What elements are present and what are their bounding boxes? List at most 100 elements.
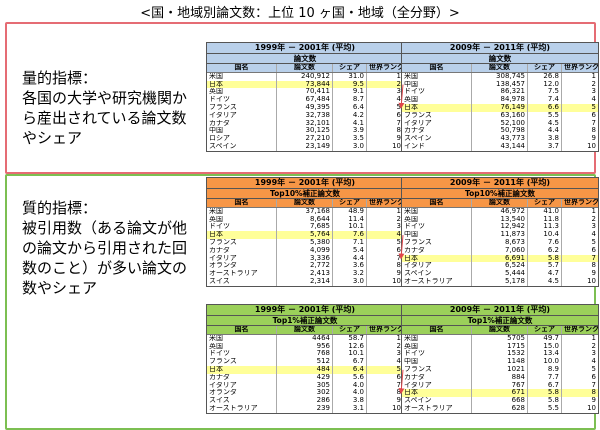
table-cell: 7 [591, 119, 596, 127]
table-cell: フランス [207, 103, 277, 112]
table-cell: 956 [277, 342, 333, 351]
table-cell: 8 [396, 127, 401, 135]
table-top10-2009: 2009年 － 2011年 (平均) Top10%補正論文数 国名 論文数 シェア 世界ラ… [401, 177, 599, 287]
table-cell: 7.7 [528, 373, 562, 382]
table-cell: 4.0 [333, 381, 367, 390]
table-cell: 668 [472, 397, 528, 405]
column-header: 論文数 [472, 64, 528, 72]
table-cell: 1 [591, 72, 596, 80]
table-cell: 3 [396, 350, 401, 358]
table-cell: 6.4 [333, 365, 367, 374]
table-row: イタリア 32,738 4.2 6 [207, 111, 403, 120]
table-cell: カナダ [402, 127, 472, 136]
column-header: 論文数 [472, 199, 528, 207]
column-header: 世界ランク [369, 64, 403, 71]
table-cell: 12.6 [333, 342, 367, 351]
table-cell: ドイツ [402, 223, 472, 232]
table-cell: 米国 [402, 72, 472, 81]
table-cell: 3.9 [333, 127, 367, 136]
column-header: シェア [333, 199, 367, 207]
table-period: 2009年 － 2011年 (平均) [402, 305, 598, 316]
quantitative-label-body: 各国の大学や研究機関から産出されている論文数やシェア [22, 89, 188, 147]
table-cell: 3 [591, 350, 596, 358]
table-cell: 7.6 [528, 238, 562, 247]
table-cell: 1148 [472, 358, 528, 366]
table-row: スイス 2,314 3.0 10 [207, 277, 403, 286]
table-row: イタリア 305 4.0 7 [207, 381, 403, 390]
table-cell: イタリア [207, 381, 277, 390]
table-cell: 6 [591, 111, 596, 119]
table-cell: 5 [591, 103, 596, 111]
table-cell: 628 [472, 404, 528, 413]
column-header: シェア [333, 326, 367, 334]
table-row: 米国 308,745 26.8 1 [402, 72, 598, 81]
table-cell: 43,773 [472, 135, 528, 143]
table-row: フランス 8,673 7.6 5 [402, 238, 598, 247]
table-row: 中国 30,125 3.9 8 [207, 127, 403, 136]
table-cell: 4 [396, 358, 401, 366]
table-cell: 2 [396, 215, 401, 223]
table-cell: 41.0 [528, 207, 562, 216]
table-cell: 4464 [277, 334, 333, 343]
table-cell: 5.7 [528, 262, 562, 271]
table-cell: フランス [207, 358, 277, 366]
table-cell: 43,144 [472, 142, 528, 151]
table-cell: 884 [472, 373, 528, 382]
table-cell: 日本 [207, 231, 277, 239]
table-metric: Top10%補正論文数 [207, 189, 403, 199]
table-cell: ドイツ [402, 88, 472, 97]
table-cell: 3.8 [528, 135, 562, 143]
table-cell: 6 [591, 246, 596, 254]
table-cell: 6.4 [333, 103, 367, 112]
table-cell: 52,100 [472, 119, 528, 128]
table-cell: イタリア [402, 262, 472, 271]
table-cell: 11.4 [333, 215, 367, 224]
table-cell: イタリア [402, 381, 472, 390]
table-cell: 484 [277, 365, 333, 374]
table-cell: 3.8 [333, 397, 367, 405]
table-row: ドイツ 67,484 8.7 4 [207, 96, 403, 104]
table-cell: 日本 [207, 80, 277, 89]
table-cell: 2,413 [277, 270, 333, 278]
table-row: インド 43,144 3.7 10 [402, 142, 598, 151]
table-period: 2009年 － 2011年 (平均) [402, 43, 598, 54]
table-cell: 305 [277, 381, 333, 390]
table-cell: イタリア [207, 254, 277, 263]
table-cell: 4.4 [528, 127, 562, 136]
table-cell: 3 [591, 223, 596, 231]
table-cell: 67,484 [277, 96, 333, 104]
table-cell: 10 [392, 142, 401, 150]
table-cell: フランス [402, 365, 472, 374]
table-row: オーストラリア 2,413 3.2 9 [207, 270, 403, 278]
table-cell: 23,149 [277, 142, 333, 151]
table-cell: 26.8 [528, 72, 562, 81]
table-cell: カナダ [207, 246, 277, 255]
table-cell: 3.1 [333, 404, 367, 413]
column-header: 論文数 [277, 64, 333, 72]
column-header: シェア [528, 326, 562, 334]
table-cell: 30,125 [277, 127, 333, 136]
table-cell: 4 [396, 231, 401, 239]
table-cell: スペイン [207, 142, 277, 151]
table-cell: 3.0 [333, 142, 367, 151]
table-cell: 9 [591, 270, 596, 278]
table-row: オーストラリア 239 3.1 10 [207, 404, 403, 413]
table-cell: 308,745 [472, 72, 528, 81]
table-cell: 138,457 [472, 80, 528, 89]
table-cell: 58.7 [333, 334, 367, 343]
table-cell: 512 [277, 358, 333, 366]
table-cell: 4.2 [333, 111, 367, 120]
table-header: 国名 論文数 シェア 世界ランク [402, 64, 598, 73]
qualitative-label: 質的指標： 被引用数（ある論文が他の論文から引用された回数のこと）が多い論文の数… [22, 198, 200, 298]
table-cell: 10.4 [528, 231, 562, 239]
table-cell: 8.7 [333, 96, 367, 104]
table-cell: 英国 [402, 342, 472, 351]
column-header: 論文数 [277, 326, 333, 334]
table-row: ドイツ 1532 13.4 3 [402, 350, 598, 359]
table-cell: 37,168 [277, 207, 333, 216]
table-cell: 米国 [207, 207, 277, 216]
column-header: 国名 [207, 326, 277, 334]
table-row-highlight: 日本 6,691 5.8 7 [402, 254, 598, 263]
table-header: 国名 論文数 シェア 世界ランク [207, 326, 403, 335]
table-cell: 239 [277, 404, 333, 413]
